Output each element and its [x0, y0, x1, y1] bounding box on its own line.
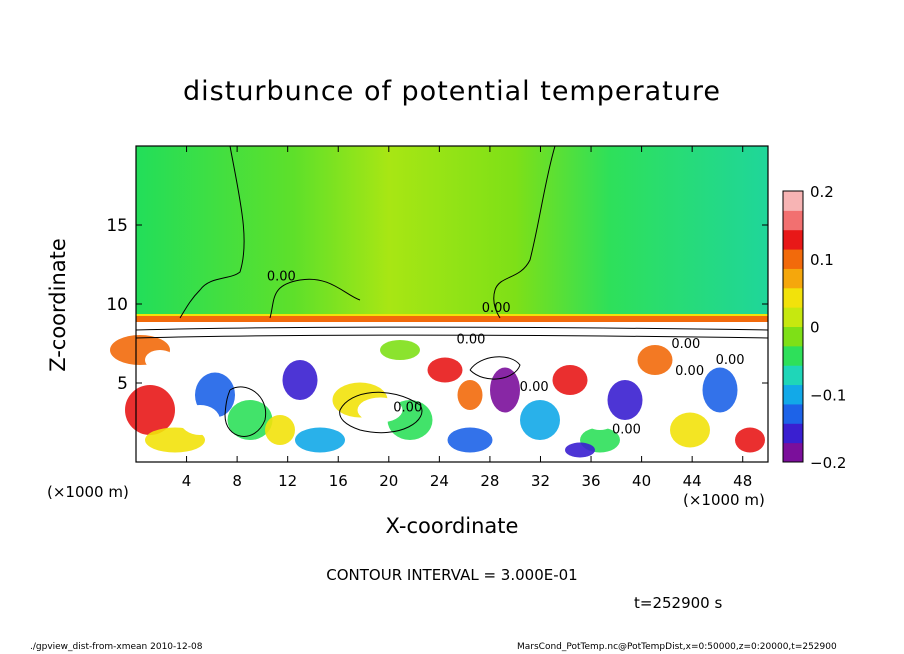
colorbar-tick-label: 0.1 [810, 251, 834, 269]
colorbar-segment [783, 307, 803, 327]
colorbar-segment [783, 287, 803, 308]
x-tick-label: 12 [278, 472, 297, 490]
upper-field [136, 146, 768, 318]
lower-patch [457, 380, 483, 410]
lower-patch [380, 340, 420, 360]
contour-line [135, 326, 769, 331]
y-ticks: 5 10 15 [106, 216, 768, 394]
colorbar-segment [783, 442, 803, 463]
colorbar-segment [783, 268, 803, 289]
y-tick-label: 15 [106, 216, 128, 236]
lower-patch-white [585, 410, 615, 430]
contour-label: 0.00 [482, 301, 511, 316]
lower-patch [670, 412, 710, 448]
lower-patch [552, 365, 588, 395]
contour-label: 0.00 [520, 380, 549, 395]
lower-patch [637, 345, 673, 375]
lower-patch [607, 380, 643, 420]
inversion-band [136, 316, 768, 322]
contour-label: 0.00 [675, 364, 704, 379]
colorbar-segment [783, 403, 803, 424]
colorbar-segment [783, 345, 803, 366]
x-tick-label: 28 [480, 472, 499, 490]
lower-patch [735, 427, 765, 453]
lower-patch-white [465, 361, 495, 379]
contour-line [469, 356, 521, 380]
contour-lines [135, 145, 769, 437]
lower-patch [265, 415, 295, 445]
colorbar-tick-label: 0 [810, 319, 820, 337]
contour-line [339, 391, 423, 434]
lower-patch [427, 357, 463, 383]
colorbar-segment [783, 210, 803, 231]
contour-line [135, 334, 769, 339]
lower-patch-white [357, 397, 403, 423]
plot-area: 0.00 0.00 0.00 0.00 0.00 0.00 0.00 0.00 0.00 [110, 145, 769, 463]
x-tick-label: 20 [379, 472, 398, 490]
chart-title: disturbunce of potential temperature [183, 76, 721, 107]
lower-patch [282, 360, 318, 400]
contour-label: 0.00 [716, 353, 745, 368]
x-unit-label-left: (×1000 m) [47, 483, 129, 501]
colorbar-segment [783, 249, 803, 269]
lower-patch [145, 427, 205, 453]
lower-patch [447, 427, 493, 453]
colorbar: 0.2 0.1 0 −0.1 −0.2 [782, 183, 846, 472]
x-ticks: 4 8 12 16 20 24 28 32 36 40 44 48 [182, 146, 752, 490]
contour-label-group: 0.00 0.00 0.00 0.00 0.00 0.00 0.00 0.00 0.00 [267, 269, 745, 437]
lower-patch-white [180, 405, 220, 435]
colorbar-tick-label: 0.2 [810, 183, 834, 201]
x-axis-label: X-coordinate [0, 514, 904, 538]
colorbar-frame [782, 190, 804, 463]
x-tick-label: 8 [232, 472, 242, 490]
x-tick-label: 16 [329, 472, 348, 490]
contour-line [493, 145, 556, 319]
contour-interval: CONTOUR INTERVAL = 3.000E-01 [326, 566, 578, 584]
x-axis-label-text: X-coordinate [385, 514, 519, 538]
contour-line [179, 145, 245, 319]
x-tick-label: 36 [581, 472, 600, 490]
x-tick-label: 44 [683, 472, 702, 490]
colorbar-segment [783, 423, 803, 444]
lower-patch [702, 367, 738, 413]
lower-patch [295, 427, 345, 453]
lower-patch [125, 385, 175, 435]
y-tick-label: 10 [106, 295, 128, 315]
x-tick-label: 4 [182, 472, 192, 490]
contour-label: 0.00 [267, 269, 296, 284]
contour-label: 0.00 [612, 423, 641, 438]
lower-patch [565, 442, 595, 458]
lower-patch [227, 400, 273, 440]
x-tick-label: 48 [733, 472, 752, 490]
inversion-band-yellow [136, 314, 768, 316]
lower-patch [520, 400, 560, 440]
contour-line [269, 278, 361, 319]
lower-patch-white [680, 350, 720, 370]
x-unit-label-right: (×1000 m) [683, 491, 765, 509]
colorbar-segment [783, 191, 803, 211]
lower-patch [490, 367, 520, 413]
lower-patch-white [145, 350, 175, 370]
colorbar-segment [783, 229, 803, 250]
time-label: t=252900 s [634, 594, 723, 612]
x-tick-label: 40 [632, 472, 651, 490]
colorbar-tick-label: −0.2 [810, 454, 846, 472]
colorbar-segment [783, 326, 803, 347]
footer-left: ./gpview_dist-from-xmean 2010-12-08 [30, 642, 203, 652]
lower-patches [110, 335, 765, 458]
colorbar-tick-label: −0.1 [810, 386, 846, 404]
x-tick-label: 24 [430, 472, 449, 490]
x-tick-label: 32 [531, 472, 550, 490]
colorbar-segment [783, 384, 803, 405]
contour-label: 0.00 [393, 400, 422, 415]
y-tick-label: 5 [117, 374, 128, 394]
contour-line [224, 386, 267, 437]
colorbar-segment [783, 365, 803, 386]
contour-label: 0.00 [671, 337, 700, 352]
footer-right: MarsCond_PotTemp.nc@PotTempDist,x=0:5000… [517, 642, 837, 652]
contour-label: 0.00 [456, 333, 485, 348]
